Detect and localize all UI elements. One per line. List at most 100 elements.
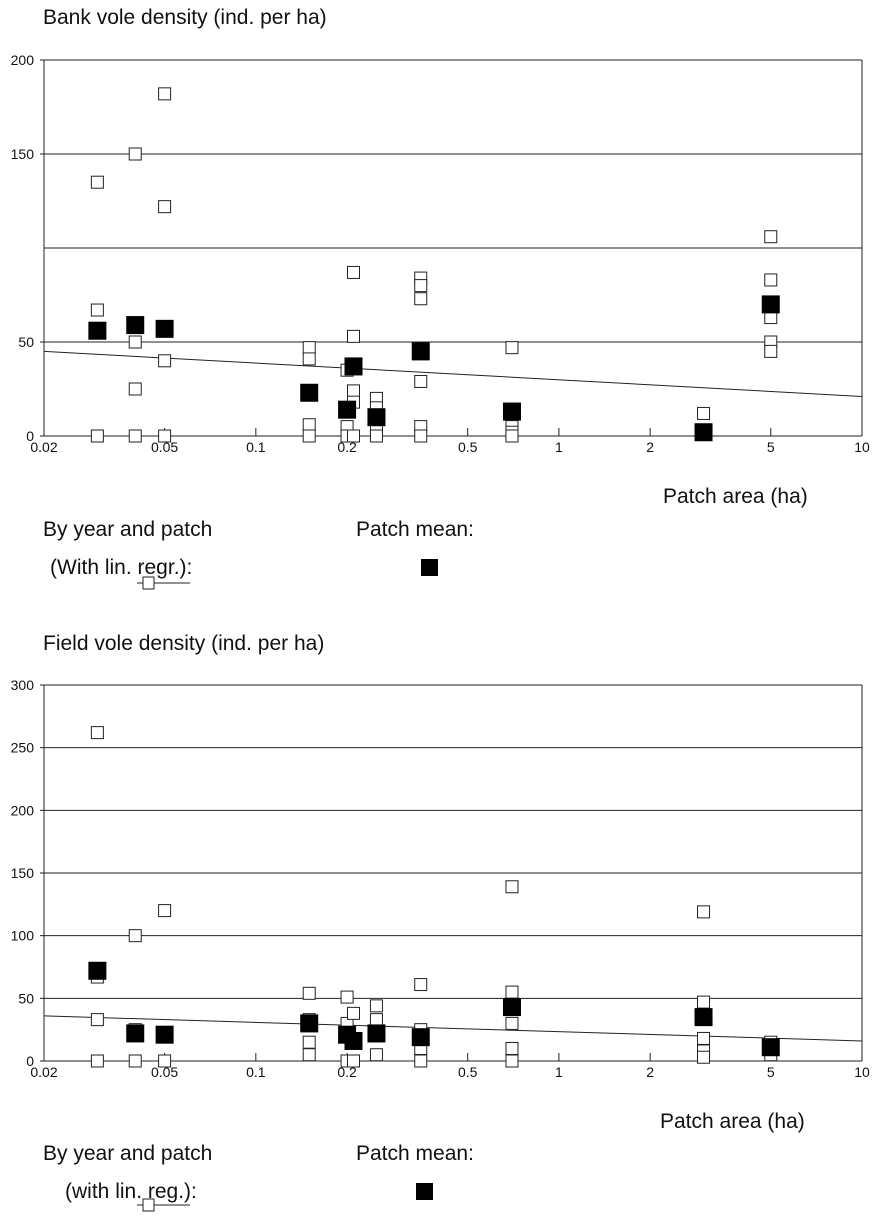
patch-mean-point (412, 342, 430, 360)
year-patch-point (303, 353, 315, 365)
year-patch-point (159, 88, 171, 100)
patch-mean-point (156, 1026, 174, 1044)
patch-mean-point (503, 998, 521, 1016)
year-patch-point (415, 1055, 427, 1067)
x-tick-label: 10 (854, 439, 870, 455)
x-tick-label: 1 (555, 1064, 563, 1080)
year-patch-point (348, 430, 360, 442)
year-patch-point (91, 1014, 103, 1026)
year-patch-point (129, 430, 141, 442)
x-tick-label: 1 (555, 439, 563, 455)
x-tick-label: 2 (646, 1064, 654, 1080)
year-patch-point (415, 979, 427, 991)
year-patch-point (698, 996, 710, 1008)
patch-mean-point (367, 1024, 385, 1042)
patch-mean-point (88, 322, 106, 340)
year-patch-point (698, 407, 710, 419)
year-patch-point (506, 1055, 518, 1067)
year-patch-point (506, 342, 518, 354)
year-patch-point (91, 1055, 103, 1067)
patch-mean-point (695, 423, 713, 441)
year-patch-point (415, 293, 427, 305)
year-patch-point (348, 330, 360, 342)
legend-open-square-marker (100, 1195, 200, 1215)
year-patch-point (348, 1007, 360, 1019)
field-vole-plot: 0 50 100 150 200 250 300 0.02 0.05 0.1 0.2 0.5 1 2 5 10 (0, 665, 879, 1080)
y-tick-label: 50 (18, 990, 34, 1006)
year-patch-point (370, 430, 382, 442)
y-tick-label: 100 (11, 928, 35, 944)
year-patch-point (303, 342, 315, 354)
x-axis-label: Patch area (ha) (663, 485, 808, 509)
year-patch-point (765, 231, 777, 243)
y-tick-label: 150 (11, 146, 35, 162)
patch-mean-point (412, 1028, 430, 1046)
year-patch-point (506, 1017, 518, 1029)
patch-mean-point (156, 320, 174, 338)
patch-mean-point (762, 295, 780, 313)
patch-mean-point (367, 408, 385, 426)
x-tick-label: 0.1 (246, 439, 266, 455)
year-patch-point (129, 1055, 141, 1067)
year-patch-point (506, 986, 518, 998)
year-patch-point (303, 430, 315, 442)
year-patch-point (698, 1051, 710, 1063)
year-patch-point (370, 1000, 382, 1012)
year-patch-point (159, 905, 171, 917)
legend-filled-square-marker (415, 1182, 435, 1202)
year-patch-point (303, 987, 315, 999)
year-patch-point (415, 375, 427, 387)
year-patch-point (370, 1049, 382, 1061)
legend-patch-mean-label: Patch mean: (356, 1139, 474, 1169)
year-patch-point (698, 906, 710, 918)
year-patch-point (348, 266, 360, 278)
patch-mean-point (345, 1032, 363, 1050)
year-patch-point (370, 1014, 382, 1026)
y-tick-label: 200 (11, 52, 35, 68)
y-tick-label: 200 (11, 802, 35, 818)
chart-title: Bank vole density (ind. per ha) (43, 6, 327, 30)
year-patch-point (159, 355, 171, 367)
year-patch-point (506, 1042, 518, 1054)
year-patch-point (91, 304, 103, 316)
patch-mean-point (762, 1038, 780, 1056)
year-patch-point (348, 1055, 360, 1067)
x-tick-label: 0.02 (30, 1064, 57, 1080)
year-patch-point (129, 148, 141, 160)
year-patch-point (415, 280, 427, 292)
y-tick-label: 150 (11, 865, 35, 881)
bank-vole-plot: 0 50 150 200 0.02 0.05 0.1 0.2 0.5 1 2 5 10 (0, 40, 879, 455)
patch-mean-point (695, 1008, 713, 1026)
year-patch-point (129, 383, 141, 395)
year-patch-point (303, 1036, 315, 1048)
year-patch-point (698, 1032, 710, 1044)
year-patch-point (91, 176, 103, 188)
x-tick-label: 5 (767, 1064, 775, 1080)
year-patch-point (348, 385, 360, 397)
x-axis-label: Patch area (ha) (660, 1110, 805, 1134)
x-tick-label: 10 (854, 1064, 870, 1080)
year-patch-point (303, 1049, 315, 1061)
chart-title: Field vole density (ind. per ha) (43, 632, 324, 656)
legend-by-year-label: By year and patch (43, 515, 212, 545)
x-tick-label: 0.5 (458, 1064, 478, 1080)
x-tick-label: 5 (767, 439, 775, 455)
x-tick-label: 2 (646, 439, 654, 455)
year-patch-point (91, 430, 103, 442)
patch-mean-point (345, 357, 363, 375)
x-tick-label: 0.02 (30, 439, 57, 455)
year-patch-point (506, 430, 518, 442)
year-patch-point (159, 1055, 171, 1067)
x-tick-label: 0.1 (246, 1064, 266, 1080)
patch-mean-point (338, 401, 356, 419)
patch-mean-point (300, 1014, 318, 1032)
year-patch-point (159, 201, 171, 213)
year-patch-point (765, 345, 777, 357)
patch-mean-point (88, 962, 106, 980)
year-patch-point (129, 336, 141, 348)
year-patch-point (91, 727, 103, 739)
year-patch-point (765, 274, 777, 286)
year-patch-point (506, 881, 518, 893)
legend-open-square-marker (100, 573, 200, 593)
y-tick-label: 300 (11, 677, 35, 693)
